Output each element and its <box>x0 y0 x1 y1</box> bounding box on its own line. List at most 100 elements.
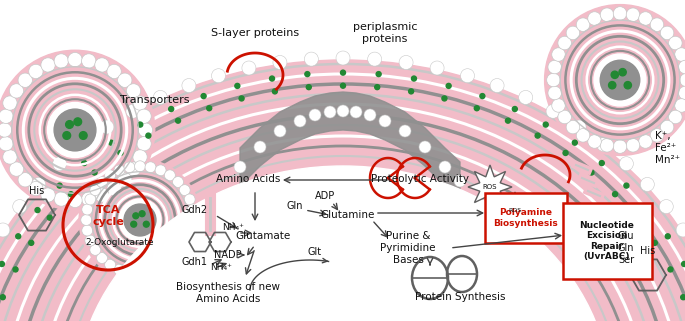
Text: NH₄⁺: NH₄⁺ <box>210 264 232 273</box>
Circle shape <box>0 109 13 123</box>
Circle shape <box>53 157 66 171</box>
Circle shape <box>576 129 590 142</box>
Circle shape <box>368 52 382 66</box>
Circle shape <box>0 136 13 151</box>
Circle shape <box>188 214 199 225</box>
Circle shape <box>187 204 198 215</box>
Text: S-layer proteins: S-layer proteins <box>211 28 299 38</box>
Circle shape <box>551 99 565 112</box>
Text: Proteolytic Activity: Proteolytic Activity <box>371 174 469 184</box>
Circle shape <box>118 173 132 187</box>
Circle shape <box>519 91 533 104</box>
Circle shape <box>679 86 685 100</box>
Circle shape <box>660 26 674 40</box>
Circle shape <box>566 26 580 40</box>
Circle shape <box>619 157 634 171</box>
Circle shape <box>75 137 90 152</box>
Circle shape <box>114 165 125 176</box>
Circle shape <box>90 185 101 195</box>
Text: K⁺,
Fe²⁺
Mn²⁺: K⁺, Fe²⁺ Mn²⁺ <box>655 131 680 165</box>
Circle shape <box>594 54 646 106</box>
Circle shape <box>294 115 306 127</box>
Circle shape <box>675 48 685 61</box>
Circle shape <box>608 82 616 89</box>
Circle shape <box>659 200 673 213</box>
Text: Amino Acids: Amino Acids <box>216 174 280 184</box>
Circle shape <box>97 253 108 264</box>
Text: NADP: NADP <box>214 250 242 260</box>
Circle shape <box>446 83 451 88</box>
Circle shape <box>599 160 604 166</box>
Circle shape <box>600 60 640 100</box>
Ellipse shape <box>75 166 611 321</box>
Circle shape <box>79 159 201 281</box>
Circle shape <box>304 52 319 66</box>
Circle shape <box>273 56 287 69</box>
Circle shape <box>675 99 685 112</box>
Circle shape <box>29 181 43 196</box>
Circle shape <box>82 204 92 215</box>
Text: His: His <box>29 186 45 196</box>
Polygon shape <box>497 192 533 228</box>
Circle shape <box>375 85 379 90</box>
Circle shape <box>399 125 411 137</box>
Circle shape <box>155 165 166 176</box>
Circle shape <box>82 225 92 236</box>
Circle shape <box>551 48 565 61</box>
Circle shape <box>95 58 109 72</box>
Circle shape <box>95 188 109 202</box>
Circle shape <box>626 139 640 152</box>
Circle shape <box>409 89 414 94</box>
Circle shape <box>512 107 517 111</box>
Circle shape <box>137 109 151 123</box>
Circle shape <box>124 162 135 173</box>
Text: Gdh2: Gdh2 <box>182 205 208 215</box>
Circle shape <box>340 70 345 75</box>
Circle shape <box>134 161 145 172</box>
Circle shape <box>164 259 175 270</box>
Circle shape <box>660 120 674 134</box>
Circle shape <box>54 192 68 206</box>
Circle shape <box>131 221 136 227</box>
Circle shape <box>29 64 43 79</box>
Circle shape <box>679 60 685 74</box>
Circle shape <box>254 141 266 153</box>
Circle shape <box>572 140 577 145</box>
Circle shape <box>114 264 125 275</box>
Circle shape <box>79 132 87 139</box>
Circle shape <box>145 162 156 173</box>
Circle shape <box>109 140 114 145</box>
Circle shape <box>133 213 139 219</box>
Circle shape <box>669 110 682 124</box>
Circle shape <box>600 139 614 152</box>
Circle shape <box>133 96 147 110</box>
Circle shape <box>558 36 571 50</box>
Circle shape <box>54 54 68 68</box>
Circle shape <box>588 135 601 148</box>
Circle shape <box>68 52 82 67</box>
Text: Nucleotide
Excision
Repair
(UvrABC): Nucleotide Excision Repair (UvrABC) <box>580 221 634 261</box>
Circle shape <box>638 135 652 148</box>
Text: Biosynthesis of new
Amino Acids: Biosynthesis of new Amino Acids <box>176 282 280 304</box>
Circle shape <box>68 193 82 208</box>
Circle shape <box>419 141 431 153</box>
Circle shape <box>588 12 601 25</box>
Circle shape <box>612 192 618 197</box>
Circle shape <box>124 204 156 236</box>
Circle shape <box>85 235 96 246</box>
Circle shape <box>597 137 610 152</box>
Circle shape <box>430 61 444 75</box>
Circle shape <box>184 194 195 205</box>
Circle shape <box>239 96 244 101</box>
Circle shape <box>133 150 147 164</box>
Circle shape <box>650 129 664 142</box>
Circle shape <box>13 267 18 272</box>
Circle shape <box>3 96 17 110</box>
Circle shape <box>309 109 321 121</box>
Text: ROS: ROS <box>483 184 497 190</box>
Text: Glutamate: Glutamate <box>236 231 290 241</box>
Circle shape <box>273 89 277 94</box>
Circle shape <box>29 240 34 245</box>
Circle shape <box>640 178 654 191</box>
Circle shape <box>10 84 23 98</box>
